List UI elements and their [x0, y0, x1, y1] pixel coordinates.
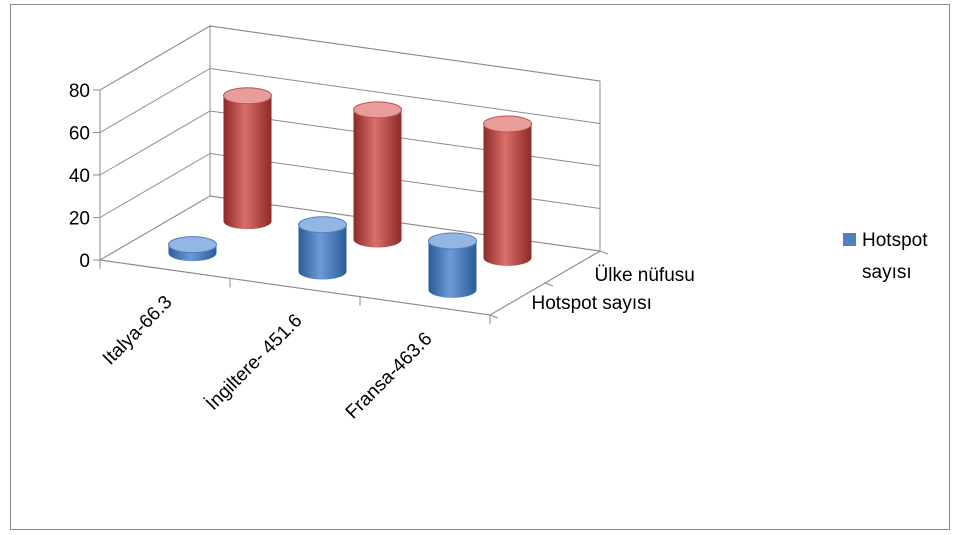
gridline	[99, 25, 601, 91]
gridline	[99, 67, 601, 133]
legend: Hotspot sayısı	[843, 230, 928, 283]
depth-tick-mark	[544, 282, 554, 287]
cylinder	[223, 87, 272, 230]
legend-swatch	[843, 233, 856, 246]
cylinder-top	[298, 216, 347, 234]
depth-tick-mark	[489, 314, 499, 319]
cylinder-top	[428, 232, 477, 250]
cylinder	[483, 115, 532, 266]
x-axis-category-labels: Italya-66.3 İngiltere- 451.6 Fransa-463.…	[99, 292, 437, 423]
depth-axis-series-labels: Hotspot sayısı Ülke nüfusu	[532, 265, 695, 314]
category-label: Fransa-463.6	[342, 329, 437, 424]
axes	[93, 89, 609, 324]
series-axis-label: Ülke nüfusu	[595, 265, 695, 286]
y-tick-label: 60	[69, 124, 90, 145]
category-label: İngiltere- 451.6	[202, 310, 306, 414]
cylinder-body	[298, 224, 347, 280]
category-label: Italya-66.3	[99, 292, 177, 370]
x-axis-line	[99, 259, 491, 316]
y-tick-label: 80	[69, 81, 90, 102]
cylinder	[428, 232, 477, 298]
y-tick-label: 20	[69, 209, 90, 230]
cylinders	[168, 87, 532, 298]
gridline	[99, 152, 601, 218]
legend-entry-line: sayısı	[862, 262, 912, 283]
y-tick-label: 40	[69, 166, 90, 187]
cylinder-body	[428, 240, 477, 298]
chart-frame	[10, 4, 950, 530]
gridline	[99, 110, 601, 176]
cylinder	[353, 101, 402, 248]
cylinder	[298, 216, 347, 280]
cylinder	[168, 236, 217, 262]
cylinder-body	[223, 95, 272, 230]
y-axis-ticks: 0 20 40 60 80	[69, 81, 90, 272]
cylinder-top	[223, 87, 272, 105]
cylinder-top	[168, 236, 217, 254]
gridlines	[99, 25, 601, 218]
cylinder-top	[353, 101, 402, 119]
series-axis-label: Hotspot sayısı	[532, 293, 652, 314]
y-tick-label: 0	[79, 251, 90, 272]
depth-tick-mark	[599, 250, 609, 255]
cylinder-body	[353, 109, 402, 248]
legend-entry-line: Hotspot	[862, 230, 928, 251]
cylinder-body	[483, 123, 532, 266]
cylinder-top	[483, 115, 532, 133]
